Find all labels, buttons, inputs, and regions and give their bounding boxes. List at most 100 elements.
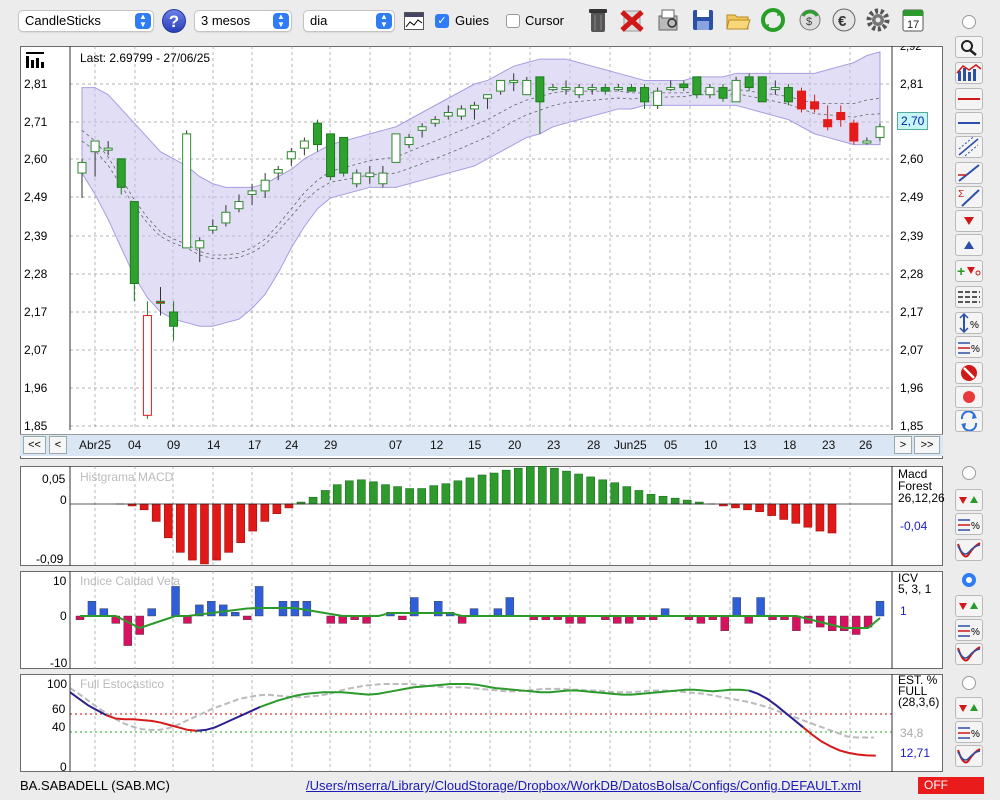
candle-body: [339, 136, 349, 174]
candle-body: [404, 136, 414, 146]
delete-x-icon[interactable]: [619, 6, 645, 34]
open-folder-icon[interactable]: [725, 6, 751, 34]
macd-svg[interactable]: [20, 466, 943, 566]
macd-bar: [779, 503, 789, 520]
icv-bar: [660, 608, 670, 617]
print-preview-icon[interactable]: [655, 6, 681, 34]
candle-body: [509, 79, 519, 83]
stoch-value-slow: 34,8: [900, 726, 924, 740]
icv-svg[interactable]: [20, 571, 943, 669]
add-signal-button[interactable]: +: [955, 260, 983, 282]
hline-red-button[interactable]: [955, 88, 983, 110]
sum-trendline-button[interactable]: Σ: [955, 186, 983, 208]
guides-label: Guies: [455, 13, 489, 28]
record-button[interactable]: [955, 386, 983, 408]
stoch-curve-button[interactable]: [955, 745, 983, 767]
channel-button[interactable]: [955, 132, 983, 162]
chevron-updown-icon: ▲ ▼: [273, 13, 289, 29]
candle-body: [823, 119, 833, 128]
settings-gear-icon[interactable]: [865, 6, 891, 34]
date-label: 28: [587, 438, 601, 452]
icv-bar: [505, 597, 515, 617]
nav-first-button[interactable]: <<: [23, 436, 46, 454]
refresh-icon[interactable]: [760, 6, 786, 34]
macd-radio[interactable]: [962, 466, 976, 480]
stoch-signals-button[interactable]: [955, 697, 983, 719]
main-chart-svg[interactable]: 2,81 2,71 2,60 2,49 2,39 2,28 2,17 2,07 1,96 1,85…: [20, 46, 943, 459]
svg-text:Σ: Σ: [958, 189, 964, 200]
y-tick-right: 1,96: [900, 381, 924, 395]
zoom-button[interactable]: [955, 36, 983, 58]
nav-next-button[interactable]: >: [894, 436, 912, 454]
lines-button[interactable]: [955, 286, 983, 308]
icv-lines-percent-button[interactable]: %: [955, 619, 983, 641]
icv-signals-button[interactable]: [955, 595, 983, 617]
euro-icon[interactable]: €: [831, 6, 857, 34]
candle-body: [522, 79, 532, 96]
currency-sync-icon[interactable]: $: [797, 6, 823, 34]
icv-bar: [171, 586, 180, 617]
indicator-chart-button[interactable]: [955, 62, 983, 84]
macd-bar: [357, 479, 366, 505]
candle-body: [456, 108, 466, 117]
candle-body: [247, 190, 257, 195]
stoch-radio[interactable]: [962, 676, 976, 690]
nav-prev-button[interactable]: <: [49, 436, 67, 454]
interval-select[interactable]: dia ▲ ▼: [303, 10, 395, 32]
hline-blue-button[interactable]: [955, 112, 983, 134]
stoch-value-fast: 12,71: [900, 746, 931, 760]
main-radio[interactable]: [962, 15, 976, 29]
help-button[interactable]: ?: [162, 9, 186, 33]
macd-bar: [393, 486, 402, 505]
cancel-button[interactable]: [955, 362, 983, 384]
y-tick-left: 2,71: [24, 115, 48, 129]
save-icon[interactable]: [690, 6, 716, 34]
lines-percent-button[interactable]: %: [955, 336, 983, 358]
stoch-legend-3: (28,3,6): [898, 695, 940, 709]
macd-bar: [272, 503, 282, 514]
y-tick-right: 1,85: [900, 419, 924, 433]
svg-text:%: %: [971, 729, 980, 740]
macd-bar: [815, 503, 825, 532]
candle-body: [273, 169, 283, 174]
arrow-down-button[interactable]: [955, 210, 983, 232]
guides-checkbox[interactable]: ✓: [435, 14, 449, 28]
cursor-checkbox[interactable]: [506, 14, 520, 28]
stoch-svg[interactable]: [20, 674, 943, 772]
trash-icon[interactable]: [585, 6, 611, 34]
period-select[interactable]: 3 mesos ▲ ▼: [194, 10, 292, 32]
macd-ytick-bottom: -0,09: [36, 552, 64, 566]
swap-button[interactable]: [955, 410, 983, 432]
macd-signals-button[interactable]: [955, 489, 983, 511]
stoch-lines-percent-button[interactable]: %: [955, 721, 983, 743]
macd-bar: [405, 488, 414, 505]
nav-last-button[interactable]: >>: [914, 436, 940, 454]
chart-window-icon[interactable]: [404, 12, 424, 30]
period-value: 3 mesos: [201, 13, 251, 28]
icv-curve-button[interactable]: [955, 643, 983, 665]
icv-radio[interactable]: [962, 573, 976, 587]
candle-body: [103, 147, 113, 151]
macd-bar: [827, 503, 837, 534]
logo-bars-icon: [26, 52, 46, 73]
icv-ytick-top: 10: [53, 574, 67, 588]
config-path-link[interactable]: /Users/mserra/Library/CloudStorage/Dropb…: [306, 778, 862, 793]
macd-curve-button[interactable]: [955, 539, 983, 561]
scale-percent-button[interactable]: %: [955, 312, 983, 334]
macd-bar: [176, 503, 185, 553]
chevron-updown-icon: ▲ ▼: [376, 13, 392, 29]
macd-lines-percent-button[interactable]: %: [955, 513, 983, 535]
macd-bar: [429, 485, 439, 505]
macd-bar: [369, 481, 378, 505]
interval-value: dia: [310, 13, 328, 28]
arrow-up-button[interactable]: [955, 234, 983, 256]
icv-ytick-zero: 0: [60, 609, 67, 623]
chart-type-select[interactable]: CandleSticks ▲ ▼: [18, 10, 154, 32]
icv-bar: [625, 615, 634, 624]
candle-body: [718, 87, 728, 99]
trendline-button[interactable]: [955, 162, 983, 184]
stoch-panel[interactable]: [20, 674, 943, 772]
power-status-badge[interactable]: OFF: [918, 777, 984, 794]
calendar-icon[interactable]: 17: [900, 6, 926, 34]
macd-bar: [731, 503, 740, 509]
